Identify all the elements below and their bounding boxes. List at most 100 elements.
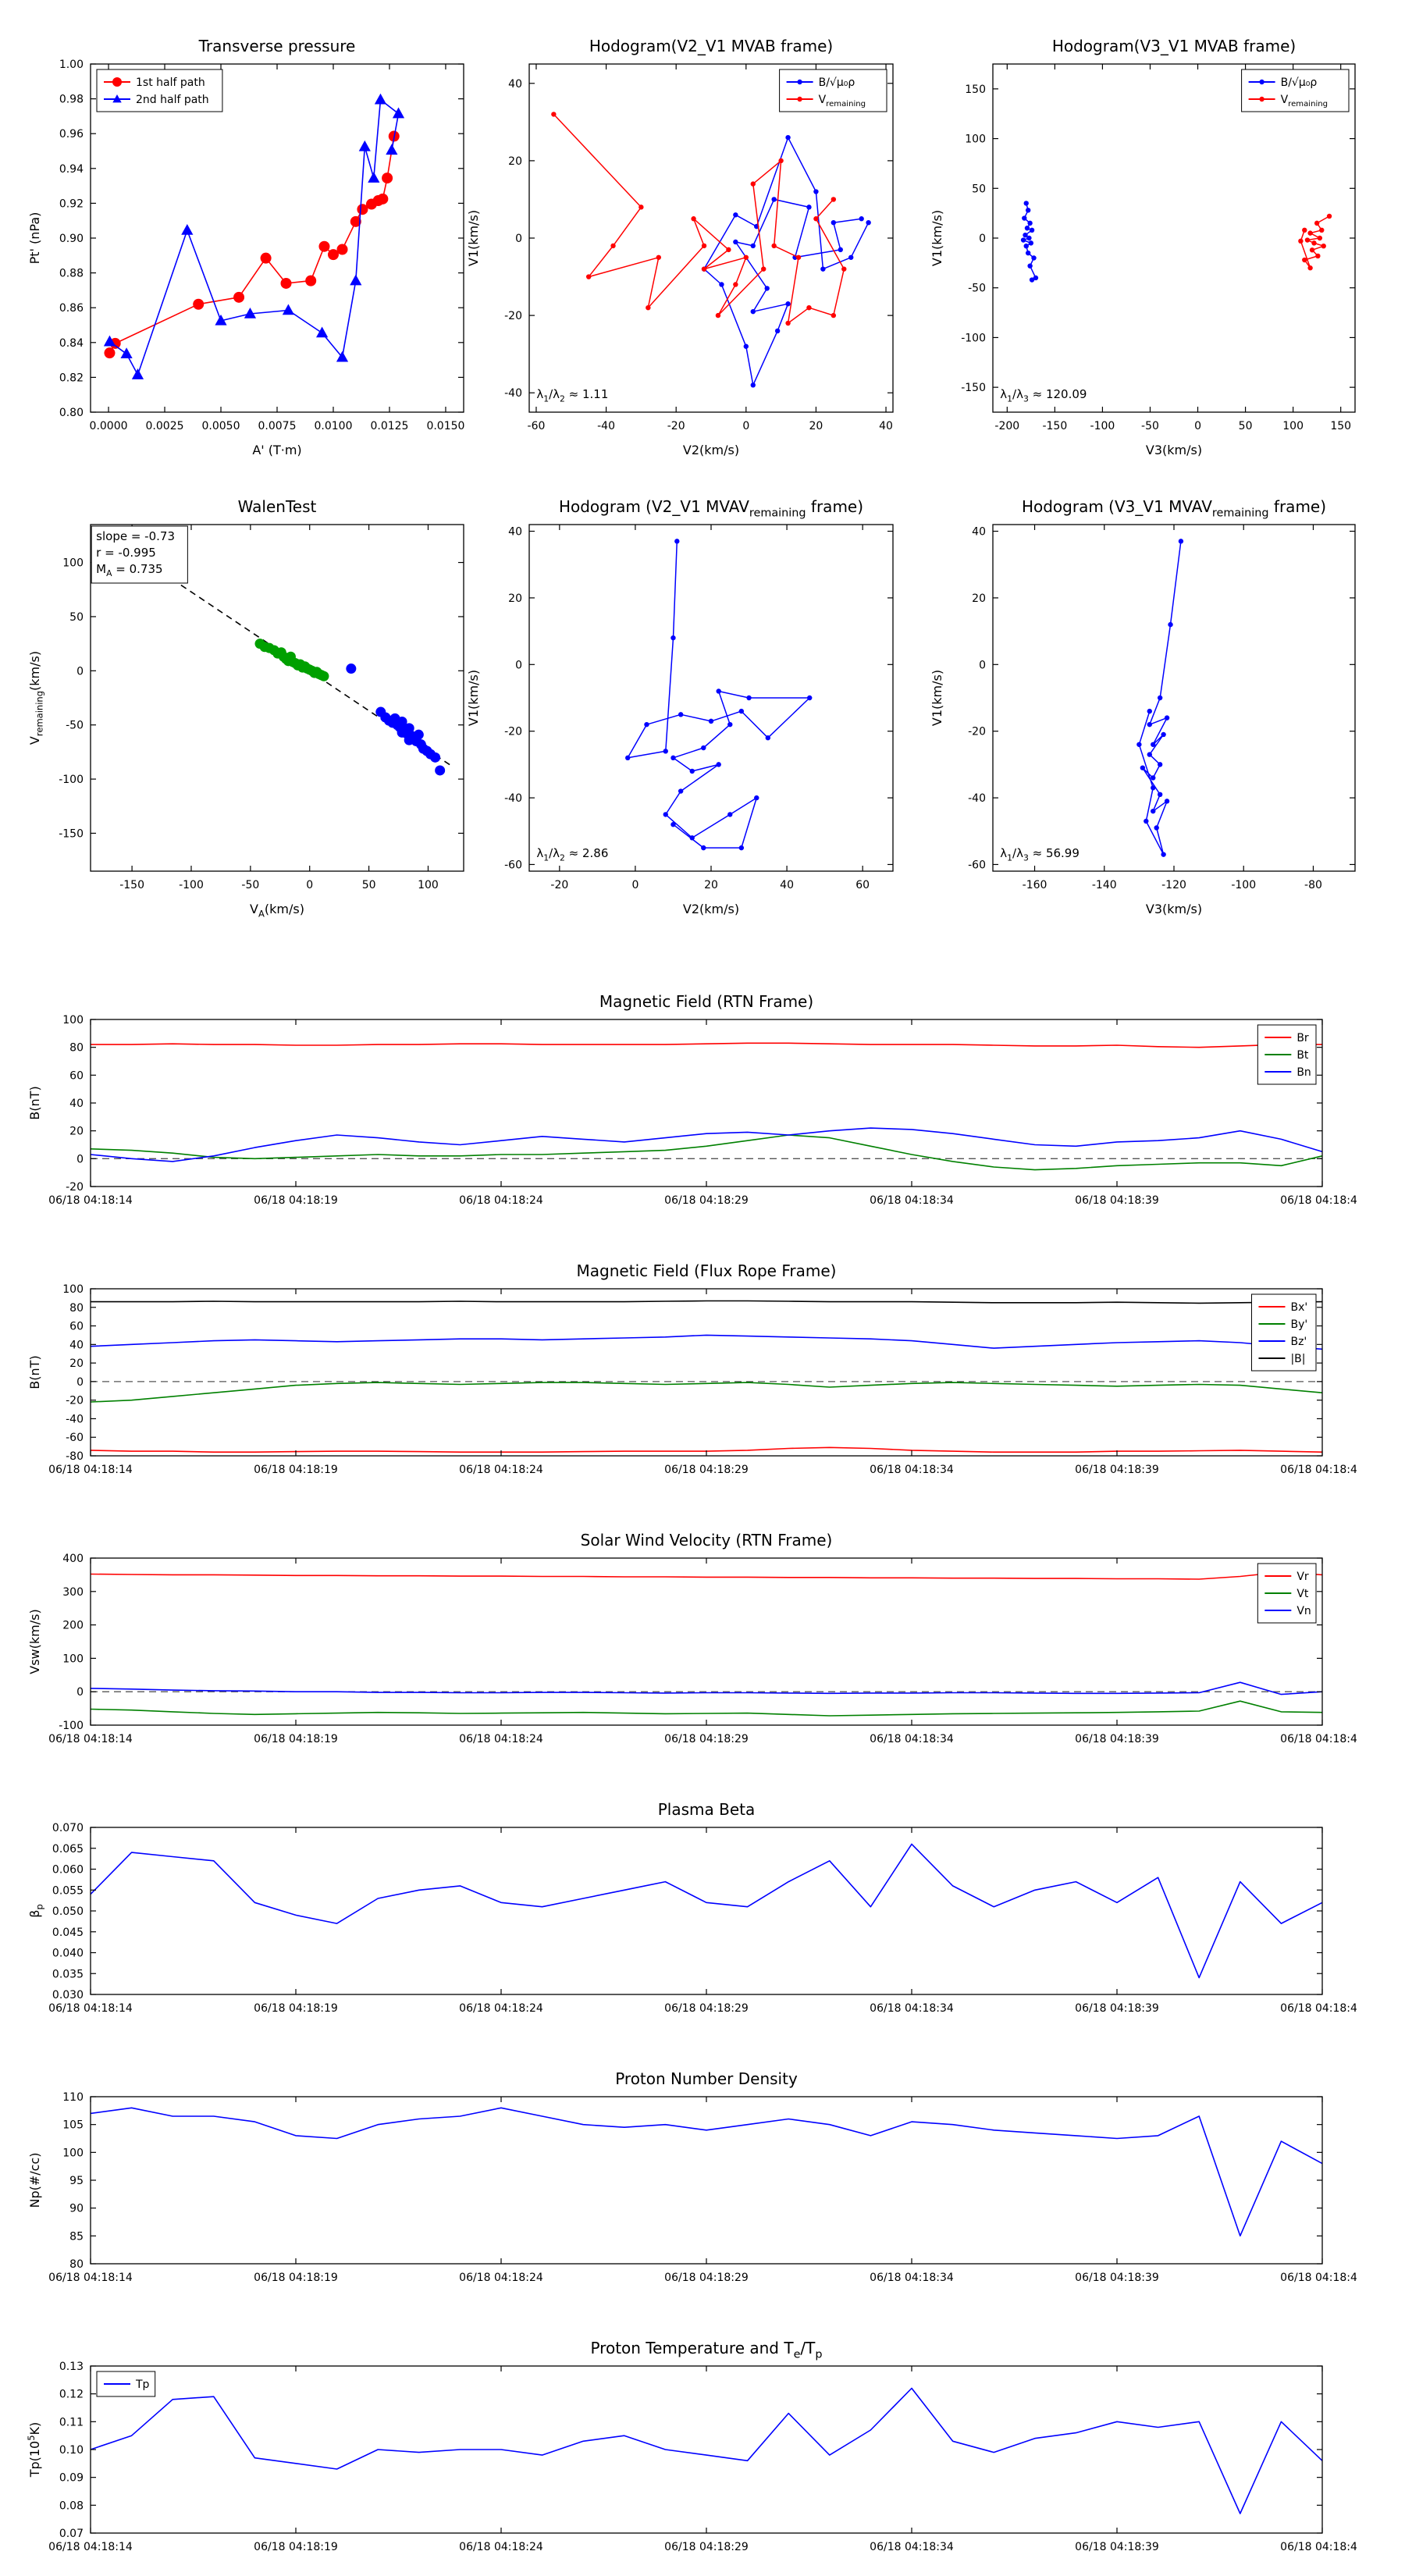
- svg-text:0.0100: 0.0100: [314, 420, 352, 432]
- chart-hodogram-v2v1-mvab: -60 -40 -20 0 20 40 -40 -20 0 20 40 V2(km/s) V1(km/s…: [448, 8, 910, 464]
- svg-text:B(nT): B(nT): [27, 1355, 42, 1389]
- svg-text:40: 40: [879, 420, 893, 432]
- svg-text:06/18 04:18:44: 06/18 04:18:44: [1280, 2541, 1357, 2553]
- svg-text:60: 60: [69, 1321, 84, 1333]
- svg-text:20: 20: [69, 1126, 84, 1138]
- svg-text:Pt' (nPa): Pt' (nPa): [27, 212, 42, 265]
- svg-text:0: 0: [76, 1153, 84, 1165]
- svg-text:20: 20: [69, 1357, 84, 1370]
- svg-text:Vremaining: Vremaining: [819, 94, 866, 109]
- svg-text:06/18 04:18:34: 06/18 04:18:34: [870, 1464, 954, 1476]
- svg-text:Hodogram(V2_V1 MVAB frame): Hodogram(V2_V1 MVAB frame): [589, 37, 833, 55]
- svg-text:-40: -40: [597, 420, 615, 432]
- svg-text:06/18 04:18:34: 06/18 04:18:34: [870, 2541, 954, 2553]
- chart-hodogram-v3v1-mvab: -200 -150 -100 -50 0 50 100 150 -150 -100 -50 0 50 10…: [910, 8, 1372, 464]
- svg-text:-100: -100: [1090, 420, 1115, 432]
- svg-text:0.94: 0.94: [59, 163, 84, 176]
- svg-text:Hodogram (V3_V1 MVAVremaining: Hodogram (V3_V1 MVAVremaining frame): [1022, 497, 1326, 520]
- svg-text:-100: -100: [59, 774, 84, 786]
- svg-text:0.035: 0.035: [52, 1968, 84, 1980]
- svg-text:Bt: Bt: [1297, 1049, 1309, 1062]
- svg-text:06/18 04:18:39: 06/18 04:18:39: [1075, 1464, 1159, 1476]
- svg-text:Magnetic Field (RTN Frame): Magnetic Field (RTN Frame): [599, 992, 813, 1011]
- svg-text:50: 50: [69, 611, 84, 624]
- svg-text:06/18 04:18:39: 06/18 04:18:39: [1075, 1733, 1159, 1745]
- svg-text:0: 0: [515, 659, 522, 671]
- svg-text:Tp: Tp: [135, 2379, 150, 2391]
- svg-text:-100: -100: [1231, 879, 1256, 891]
- chart-hodogram-v3v1-mvav: -160 -140 -120 -100 -80 -60 -40 -20 0 20 40 V3(km/s…: [910, 468, 1372, 927]
- svg-text:0.92: 0.92: [59, 197, 84, 210]
- svg-text:100: 100: [965, 133, 986, 146]
- svg-text:Hodogram(V3_V1 MVAB frame): Hodogram(V3_V1 MVAB frame): [1052, 37, 1296, 55]
- svg-text:V1(km/s): V1(km/s): [930, 670, 944, 726]
- svg-text:06/18 04:18:24: 06/18 04:18:24: [459, 1733, 543, 1745]
- svg-text:0.88: 0.88: [59, 268, 84, 280]
- svg-text:0.98: 0.98: [59, 94, 84, 106]
- svg-text:300: 300: [62, 1586, 84, 1599]
- svg-text:40: 40: [69, 1339, 84, 1351]
- svg-text:06/18 04:18:24: 06/18 04:18:24: [459, 1464, 543, 1476]
- svg-text:-80: -80: [66, 1450, 84, 1463]
- svg-text:06/18 04:18:19: 06/18 04:18:19: [254, 1464, 338, 1476]
- svg-text:|B|: |B|: [1290, 1353, 1305, 1365]
- svg-text:06/18 04:18:29: 06/18 04:18:29: [664, 1194, 749, 1207]
- svg-text:06/18 04:18:14: 06/18 04:18:14: [48, 2541, 133, 2553]
- svg-text:0.11: 0.11: [59, 2416, 84, 2428]
- svg-text:60: 60: [69, 1069, 84, 1082]
- svg-text:-100: -100: [961, 332, 986, 344]
- svg-text:06/18 04:18:44: 06/18 04:18:44: [1280, 2272, 1357, 2284]
- svg-text:50: 50: [1239, 420, 1253, 432]
- svg-text:06/18 04:18:29: 06/18 04:18:29: [664, 2272, 749, 2284]
- svg-text:0.0150: 0.0150: [426, 420, 464, 432]
- chart-proton-temperature: 06/18 04:18:14 06/18 04:18:19 06/18 04:18:…: [12, 2324, 1364, 2567]
- svg-text:0.84: 0.84: [59, 337, 84, 350]
- svg-text:-20: -20: [968, 726, 986, 738]
- chart-walen-test: -150 -100 -50 0 50 100 -150 -100 -50 0 50 100 VA(km/…: [11, 468, 479, 927]
- svg-text:0.0050: 0.0050: [202, 420, 240, 432]
- svg-text:100: 100: [62, 557, 84, 570]
- svg-text:0.0125: 0.0125: [370, 420, 408, 432]
- svg-text:-60: -60: [968, 859, 986, 871]
- svg-text:-20: -20: [504, 310, 522, 322]
- svg-text:0.060: 0.060: [52, 1864, 84, 1877]
- svg-text:0.030: 0.030: [52, 1989, 84, 2001]
- svg-text:80: 80: [69, 1302, 84, 1315]
- svg-text:06/18 04:18:44: 06/18 04:18:44: [1280, 2002, 1357, 2015]
- svg-text:06/18 04:18:39: 06/18 04:18:39: [1075, 2541, 1159, 2553]
- svg-text:06/18 04:18:29: 06/18 04:18:29: [664, 2541, 749, 2553]
- chart-magnetic-field-flux-rope: 06/18 04:18:14 06/18 04:18:19 06/18 04:18:…: [12, 1247, 1364, 1490]
- svg-text:06/18 04:18:14: 06/18 04:18:14: [48, 1733, 133, 1745]
- svg-text:V1(km/s): V1(km/s): [466, 210, 481, 266]
- svg-text:06/18 04:18:29: 06/18 04:18:29: [664, 1733, 749, 1745]
- svg-text:06/18 04:18:39: 06/18 04:18:39: [1075, 2272, 1159, 2284]
- svg-text:06/18 04:18:29: 06/18 04:18:29: [664, 1464, 749, 1476]
- svg-text:Np(#/cc): Np(#/cc): [27, 2153, 42, 2208]
- svg-text:06/18 04:18:34: 06/18 04:18:34: [870, 1733, 954, 1745]
- svg-text:0.040: 0.040: [52, 1948, 84, 1960]
- chart-solar-wind-velocity: 06/18 04:18:14 06/18 04:18:19 06/18 04:18:…: [12, 1516, 1364, 1759]
- svg-text:150: 150: [965, 84, 986, 96]
- svg-text:Br: Br: [1297, 1032, 1309, 1044]
- svg-text:06/18 04:18:19: 06/18 04:18:19: [254, 2002, 338, 2015]
- svg-text:-150: -150: [59, 827, 84, 840]
- svg-text:100: 100: [62, 1653, 84, 1665]
- svg-text:105: 105: [62, 2119, 84, 2132]
- svg-text:40: 40: [69, 1098, 84, 1110]
- svg-text:0.070: 0.070: [52, 1822, 84, 1834]
- svg-text:By': By': [1290, 1318, 1307, 1331]
- svg-text:λ1/λ3 ≈ 120.09: λ1/λ3 ≈ 120.09: [1000, 387, 1087, 404]
- chart-plasma-beta: 06/18 04:18:14 06/18 04:18:19 06/18 04:18:…: [12, 1785, 1364, 2029]
- svg-text:50: 50: [972, 183, 986, 195]
- svg-text:-20: -20: [66, 1395, 84, 1407]
- svg-text:0: 0: [979, 233, 986, 245]
- svg-text:-20: -20: [667, 420, 685, 432]
- svg-text:V1(km/s): V1(km/s): [466, 670, 481, 726]
- svg-text:Vt: Vt: [1297, 1588, 1309, 1600]
- svg-text:0: 0: [631, 879, 638, 891]
- svg-text:Bx': Bx': [1290, 1301, 1307, 1314]
- svg-text:-40: -40: [504, 792, 522, 805]
- svg-text:-50: -50: [66, 720, 84, 732]
- svg-text:Vremaining(km/s): Vremaining(km/s): [27, 651, 44, 745]
- svg-text:V1(km/s): V1(km/s): [930, 210, 944, 266]
